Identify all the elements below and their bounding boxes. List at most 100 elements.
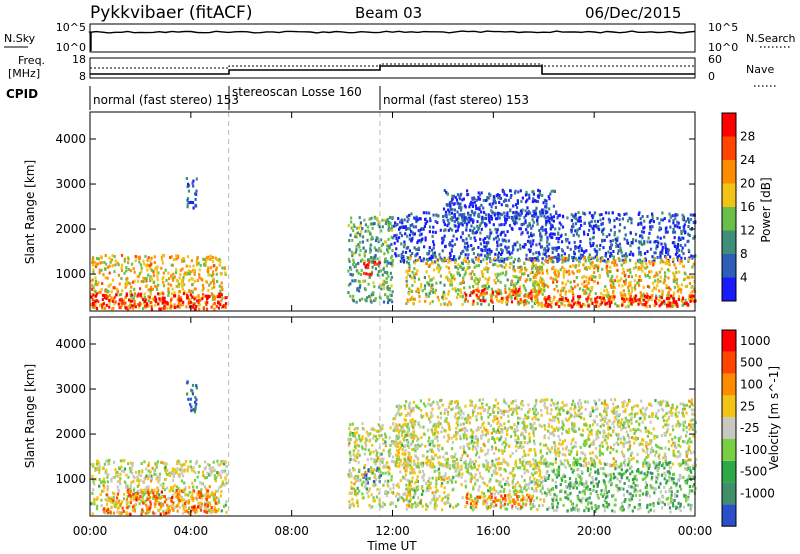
power-cell-r5 xyxy=(450,216,453,220)
power-cell-r1 xyxy=(224,304,227,308)
velocity-cell-r4 xyxy=(376,437,379,441)
power-cell-r6 xyxy=(509,196,512,199)
power-cell-r5 xyxy=(643,252,647,255)
velocity-cell-r0 xyxy=(203,467,206,471)
velocity-cell-r5 xyxy=(613,408,616,412)
power-cell-r6 xyxy=(471,205,474,208)
power-cell-r3 xyxy=(379,269,383,273)
velocity-cell-r4 xyxy=(367,448,370,452)
power-cell-r5 xyxy=(494,258,497,262)
power-cell-r7 xyxy=(483,267,486,271)
velocity-cell-r1 xyxy=(119,502,122,506)
velocity-cell-r4 xyxy=(400,496,403,500)
velocity-cell-r1 xyxy=(161,502,165,506)
velocity-cell-r1 xyxy=(135,496,138,499)
power-cell-r5 xyxy=(486,251,489,255)
velocity-cell-r4 xyxy=(361,435,364,439)
velocity-cell-r4 xyxy=(392,483,395,487)
velocity-cell-r0 xyxy=(142,480,145,484)
velocity-cell-r4 xyxy=(379,429,382,433)
velocity-cell-r4 xyxy=(415,434,418,438)
power-cell-r0 xyxy=(167,289,170,293)
power-cell-r3 xyxy=(349,272,352,276)
power-cell-r5 xyxy=(603,259,606,263)
velocity-cell-r1 xyxy=(177,496,180,500)
velocity-cell-r0 xyxy=(166,486,169,490)
power-cell-r9 xyxy=(609,265,612,269)
power-cell-r5 xyxy=(600,230,604,234)
power-cell-r5 xyxy=(588,228,591,232)
power-cell-r10 xyxy=(602,296,605,300)
power-cell-r9 xyxy=(577,264,580,267)
velocity-cell-r0 xyxy=(178,473,181,477)
velocity-cell-r0 xyxy=(218,486,221,490)
power-cell-r0 xyxy=(111,278,115,282)
power-cell-r5 xyxy=(653,259,656,262)
velocity-cell-r0 xyxy=(141,495,144,499)
power-cell-r9 xyxy=(546,285,550,289)
power-cell-r0 xyxy=(207,257,210,261)
velocity-cell-r0 xyxy=(204,466,207,470)
power-cell-r5 xyxy=(494,236,498,240)
power-cell-r3 xyxy=(380,244,383,247)
velocity-cell-r0 xyxy=(220,461,224,465)
power-cell-r3 xyxy=(389,278,393,281)
power-cell-r5 xyxy=(467,253,470,257)
power-cell-r0 xyxy=(130,262,134,266)
power-cell-r5 xyxy=(396,239,399,243)
power-cell-r0 xyxy=(143,295,146,299)
power-cell-r10 xyxy=(608,304,611,308)
power-cell-r1 xyxy=(101,298,104,301)
velocity-cell-r4 xyxy=(387,465,390,469)
velocity-cell-r4 xyxy=(358,434,361,438)
velocity-cell-r0 xyxy=(128,504,131,508)
velocity-cell-r0 xyxy=(179,499,182,502)
velocity-cell-r5 xyxy=(593,439,596,443)
velocity-cell-r2 xyxy=(194,408,197,411)
power-cell-r5 xyxy=(471,229,475,233)
power-cell-r9 xyxy=(533,289,536,293)
power-cell-r5 xyxy=(656,255,659,259)
power-cell-r5 xyxy=(630,221,633,225)
power-cell-r0 xyxy=(108,271,111,275)
velocity-cell-r1 xyxy=(172,501,175,505)
velocity-cell-r0 xyxy=(200,496,203,500)
power-cell-r2 xyxy=(195,177,198,181)
power-cell-r8 xyxy=(497,292,500,296)
power-cell-r7 xyxy=(411,290,414,293)
power-cell-r10 xyxy=(558,305,561,309)
power-cell-r0 xyxy=(148,264,151,268)
power-cell-r1 xyxy=(182,292,185,296)
power-cell-r5 xyxy=(482,238,485,242)
power-cell-r7 xyxy=(407,292,411,296)
velocity-cell-r2 xyxy=(189,403,192,406)
power-cell-r0 xyxy=(162,271,165,275)
power-cell-r0 xyxy=(96,262,99,266)
power-cell-r3 xyxy=(370,222,373,226)
power-cell-r9 xyxy=(531,261,534,265)
power-cell-r5 xyxy=(640,234,643,238)
power-cell-r3 xyxy=(383,287,386,290)
power-cell-r5 xyxy=(680,231,683,235)
power-cell-r5 xyxy=(673,236,676,240)
power-cell-r9 xyxy=(646,299,650,303)
power-cell-r9 xyxy=(684,298,687,302)
power-cell-r7 xyxy=(495,276,498,280)
velocity-cell-r1 xyxy=(125,512,128,516)
power-cell-r7 xyxy=(480,270,483,274)
velocity-cell-r4 xyxy=(361,447,364,451)
power-cell-r5 xyxy=(546,237,549,241)
velocity-cell-r0 xyxy=(169,504,172,508)
power-cell-r7 xyxy=(470,277,473,280)
power-cell-r6 xyxy=(477,191,480,195)
power-cell-r2 xyxy=(194,192,197,196)
power-cell-r6 xyxy=(465,217,468,221)
power-cell-r3 xyxy=(383,270,386,274)
power-cell-r9 xyxy=(623,280,626,284)
power-cell-r3 xyxy=(390,284,393,288)
power-cell-r7 xyxy=(454,258,457,261)
velocity-cell-r4 xyxy=(381,457,384,461)
power-cell-r5 xyxy=(572,259,575,263)
power-cell-r5 xyxy=(680,229,683,233)
velocity-cell-r0 xyxy=(140,497,143,501)
